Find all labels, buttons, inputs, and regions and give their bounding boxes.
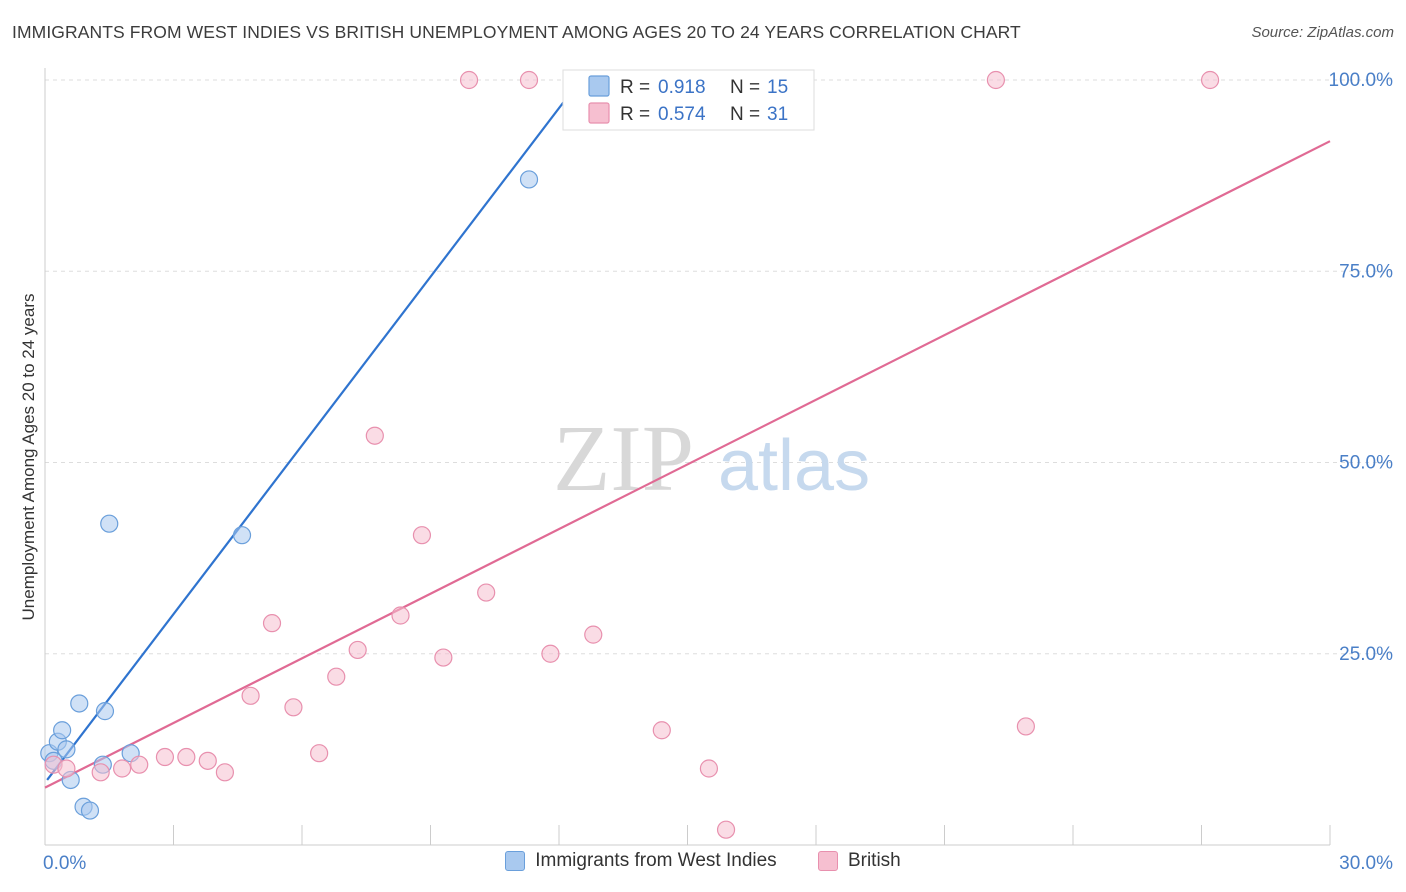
y-tick-label-1: 50.0% [1339,453,1393,474]
point-west-indies-3 [53,721,72,740]
point-british-24 [652,721,671,740]
watermark: ZIP atlas [553,407,870,511]
gridlines [45,79,1392,655]
point-british-8 [215,763,234,782]
point-british-11 [284,698,303,717]
legend-r-label-1: R = [620,77,650,98]
x-tick-label-0: 0.0% [43,853,86,874]
x-tick-label-1: 30.0% [1339,853,1393,874]
point-west-indies-11 [100,514,119,533]
point-british-2 [91,763,110,782]
point-british-22 [541,644,560,663]
legend-r-label-2: R = [620,104,650,125]
point-west-indies-6 [70,694,89,713]
legend-item-west-indies: Immigrants from West Indies [505,850,777,872]
point-british-25 [699,759,719,778]
y-tick-label-3: 100.0% [1329,70,1394,91]
series-legend: Immigrants from West Indies British [0,850,1406,877]
point-british-21 [519,70,539,90]
point-british-17 [412,526,432,545]
point-british-18 [434,648,453,667]
point-british-6 [177,747,196,767]
point-british-15 [365,426,384,445]
legend-r-value-1: 0.918 [658,77,706,98]
legend-swatch-british [817,851,838,871]
chart-title: IMMIGRANTS FROM WEST INDIES VS BRITISH U… [12,22,1021,42]
correlation-legend: R = 0.918 N = 15 R = 0.574 N = 31 [562,69,815,131]
point-british-20 [477,583,496,602]
watermark-atlas: atlas [718,426,870,506]
legend-n-value-1: 15 [767,77,788,98]
point-british-3 [112,759,132,778]
point-british-26 [716,820,736,839]
trend-line-british [44,140,1331,789]
legend-n-value-2: 31 [767,104,788,125]
point-west-indies-13 [232,526,252,545]
point-british-5 [155,747,175,767]
point-british-30 [1200,70,1220,90]
point-british-9 [241,686,260,705]
point-british-28 [986,70,1006,90]
legend-label-british: British [847,850,901,871]
y-axis-label: Unemployment Among Ages 20 to 24 years [19,294,38,621]
legend-swatch-blue [588,75,610,97]
legend-item-british: British [817,850,901,872]
source-label: Source: ZipAtlas.com [1251,24,1394,41]
point-british-10 [262,614,282,633]
point-british-19 [459,70,479,90]
point-british-4 [130,755,149,774]
point-west-indies-10 [95,702,115,721]
legend-n-label-2: N = [730,104,760,125]
y-tick-label-0: 25.0% [1339,644,1393,665]
axes [44,68,1331,846]
trend-line-west-indies [46,79,582,781]
point-british-16 [391,606,410,625]
y-tick-label-2: 75.0% [1339,261,1393,282]
legend-label-west-indies: Immigrants from West Indies [535,850,777,871]
point-british-7 [198,751,217,770]
point-british-14 [348,640,367,660]
point-west-indies-4 [57,740,76,759]
tick-labels: 25.0% 50.0% 75.0% 100.0% 0.0% 30.0% [43,70,1393,874]
point-west-indies-14 [519,170,539,189]
point-british-29 [1016,717,1035,736]
watermark-zip: ZIP [553,407,694,511]
legend-r-value-2: 0.574 [658,104,706,125]
legend-swatch-pink [588,102,610,124]
point-british-1 [57,759,76,778]
point-british-13 [327,667,346,686]
point-west-indies-8 [80,801,100,820]
legend-swatch-west-indies [505,851,526,871]
point-british-23 [584,625,603,644]
trend-lines [44,79,1331,789]
data-points [40,70,1220,839]
legend-n-label-1: N = [730,77,760,98]
point-british-12 [310,744,329,763]
